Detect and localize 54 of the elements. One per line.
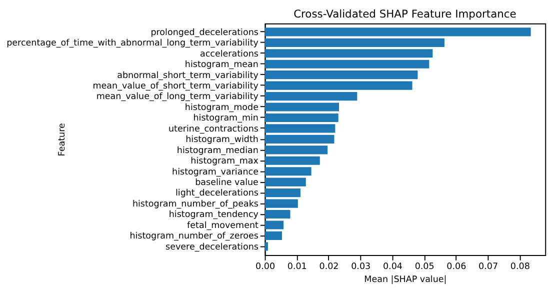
- bar: [264, 146, 328, 154]
- bar: [264, 81, 412, 90]
- y-tick-label: severe_decelerations: [166, 242, 259, 252]
- x-tick-label: 0.04: [382, 262, 403, 272]
- x-tick-label: 0.08: [510, 262, 530, 272]
- y-tick-label: baseline value: [195, 178, 258, 188]
- bar: [264, 199, 298, 208]
- y-tick-label: histogram_mode: [184, 102, 258, 113]
- y-tick-label: histogram_min: [193, 114, 258, 124]
- y-tick-label: histogram_width: [186, 135, 258, 146]
- bar: [264, 92, 358, 101]
- bar: [264, 70, 418, 80]
- y-tick-label: histogram_variance: [172, 167, 258, 178]
- y-tick-label: light_decelerations: [175, 188, 259, 199]
- y-tick-label: abnormal_short_term_variability: [117, 70, 258, 81]
- x-axis-title: Mean |SHAP value|: [364, 274, 447, 285]
- bar: [264, 113, 338, 122]
- bar: [264, 188, 300, 198]
- bar: [264, 28, 531, 36]
- y-tick-label: prolonged_decelerations: [150, 28, 259, 38]
- bar: [264, 167, 312, 176]
- bar: [264, 231, 282, 240]
- y-tick-label: histogram_tendency: [168, 210, 258, 220]
- x-tick-label: 0.02: [319, 262, 339, 272]
- x-tick-label: 0.01: [287, 262, 307, 272]
- bar: [264, 210, 290, 219]
- chart-title: Cross-Validated SHAP Feature Importance: [294, 8, 516, 21]
- bar: [264, 156, 320, 165]
- bar: [264, 38, 444, 47]
- y-tick-label: fetal_movement: [187, 220, 260, 231]
- bar: [264, 60, 430, 68]
- bar: [264, 124, 336, 133]
- bar: [264, 178, 306, 186]
- y-tick-label: uterine_contractions: [168, 124, 259, 134]
- y-tick-label: mean_value_of_long_term_variability: [96, 92, 258, 102]
- y-tick-label: histogram_number_of_zeroes: [130, 232, 259, 242]
- y-tick-label: mean_value_of_short_term_variability: [92, 81, 258, 92]
- y-tick-label: percentage_of_time_with_abnormal_long_term_variability: [6, 38, 258, 49]
- y-axis-title: Feature: [58, 123, 68, 156]
- y-tick-label: accelerations: [200, 49, 259, 60]
- bar: [264, 49, 433, 58]
- x-tick-label: 0.05: [414, 262, 434, 272]
- y-tick-label: histogram_median: [176, 146, 258, 156]
- x-tick-label: 0.03: [351, 262, 371, 272]
- y-tick-label: histogram_max: [190, 156, 258, 167]
- bar: [264, 220, 284, 230]
- bar: [264, 102, 340, 112]
- y-tick-label: histogram_number_of_peaks: [132, 199, 259, 210]
- x-tick-label: 0.07: [478, 262, 498, 272]
- bar: [264, 134, 334, 144]
- y-tick-label: histogram_mean: [184, 60, 258, 70]
- x-tick-label: 0.00: [256, 262, 276, 272]
- x-tick-label: 0.06: [446, 262, 467, 272]
- bar: [264, 242, 268, 251]
